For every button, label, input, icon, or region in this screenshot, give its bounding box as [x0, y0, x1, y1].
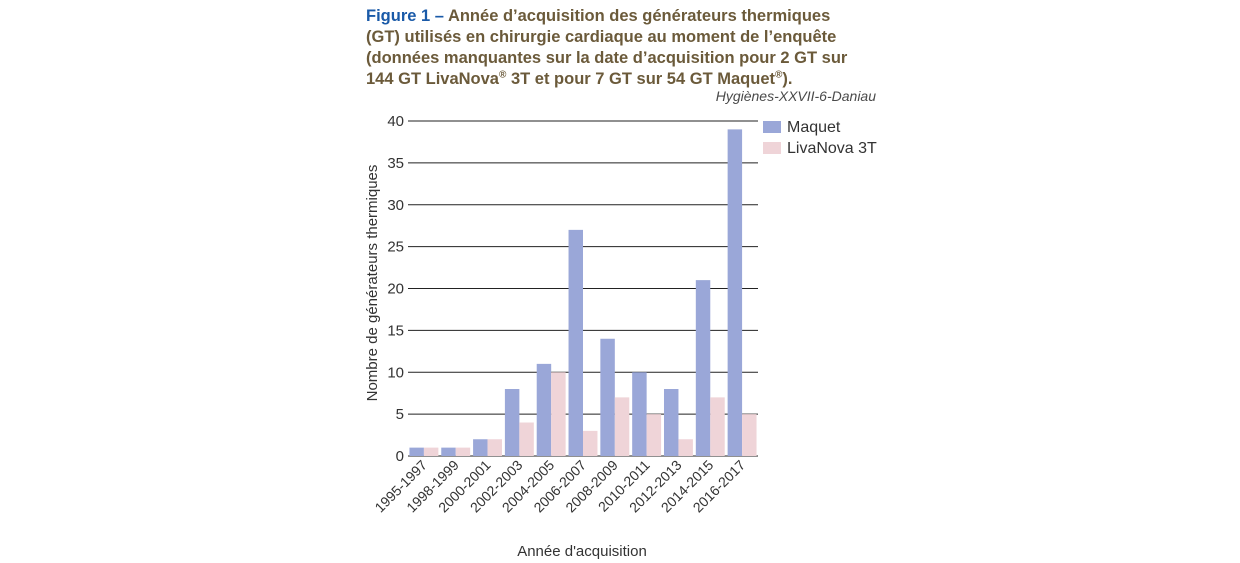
bar-livanova-2006-2007	[583, 430, 598, 456]
caption-line-2: (GT) utilisés en chirurgie cardiaque au …	[366, 28, 837, 46]
y-tick-label: 15	[387, 322, 404, 339]
legend-label: LivaNova 3T	[787, 140, 877, 157]
legend-swatch	[763, 142, 781, 154]
bar-livanova-2010-2011	[646, 414, 662, 456]
registered-mark-2: ®	[774, 69, 783, 81]
x-axis-ticks: 1995-19971998-19992000-20012002-20032004…	[371, 457, 748, 516]
y-tick-label: 35	[387, 155, 404, 172]
registered-mark-1: ®	[498, 69, 507, 81]
caption-line-4b: 3T et pour 7 GT sur 54 GT Maquet	[506, 70, 775, 88]
bar-livanova-2014-2015	[710, 397, 725, 456]
y-tick-label: 0	[396, 448, 404, 465]
bar-maquet-1998-1999	[441, 447, 456, 456]
y-tick-label: 10	[387, 364, 404, 381]
bar-maquet-1995-1997	[409, 447, 424, 456]
bar-maquet-2016-2017	[727, 129, 743, 456]
caption-line-4a: 144 GT LivaNova	[366, 70, 499, 88]
bar-maquet-2006-2007	[568, 229, 583, 456]
bar-maquet-2004-2005	[536, 363, 552, 456]
bar-livanova-1995-1997	[423, 447, 439, 456]
bar-livanova-2016-2017	[742, 414, 757, 456]
bar-livanova-2000-2001	[487, 439, 503, 456]
bar-livanova-2012-2013	[678, 439, 693, 456]
bar-livanova-2008-2009	[614, 397, 630, 456]
caption-line-3: (données manquantes sur la date d’acquis…	[366, 49, 848, 67]
y-axis-ticks: 0 5 10 15 20 25 30 35 40	[387, 113, 404, 465]
y-tick-label: 30	[387, 197, 404, 214]
bar-maquet-2014-2015	[695, 280, 711, 456]
bar-livanova-2004-2005	[551, 372, 566, 456]
legend: Maquet LivaNova 3T	[763, 119, 877, 157]
y-tick-label: 5	[396, 406, 404, 423]
bar-maquet-2010-2011	[632, 372, 647, 456]
legend-label: Maquet	[787, 119, 841, 136]
bar-livanova-1998-1999	[455, 447, 471, 456]
y-tick-label: 20	[387, 281, 404, 298]
bar-maquet-2012-2013	[663, 389, 679, 456]
y-tick-label: 40	[387, 113, 404, 130]
figure-caption: Figure 1 – Année d’acquisition des génér…	[366, 6, 876, 90]
figure-label: Figure 1 –	[366, 7, 444, 25]
bar-maquet-2008-2009	[600, 338, 615, 456]
bar-livanova-2002-2003	[519, 422, 534, 456]
source-credit: Hygiènes-XXVII-6-Daniau	[715, 88, 876, 104]
bar-maquet-2000-2001	[473, 439, 488, 456]
x-axis-label: Année d'acquisition	[517, 543, 647, 560]
bar-maquet-2002-2003	[504, 389, 520, 456]
caption-line-4c: ).	[782, 70, 793, 88]
y-axis-label: Nombre de générateurs thermiques	[364, 165, 381, 402]
bars	[409, 129, 757, 456]
y-tick-label: 25	[387, 239, 404, 256]
caption-line-1: Année d’acquisition des générateurs ther…	[447, 7, 831, 25]
legend-swatch	[763, 121, 781, 133]
